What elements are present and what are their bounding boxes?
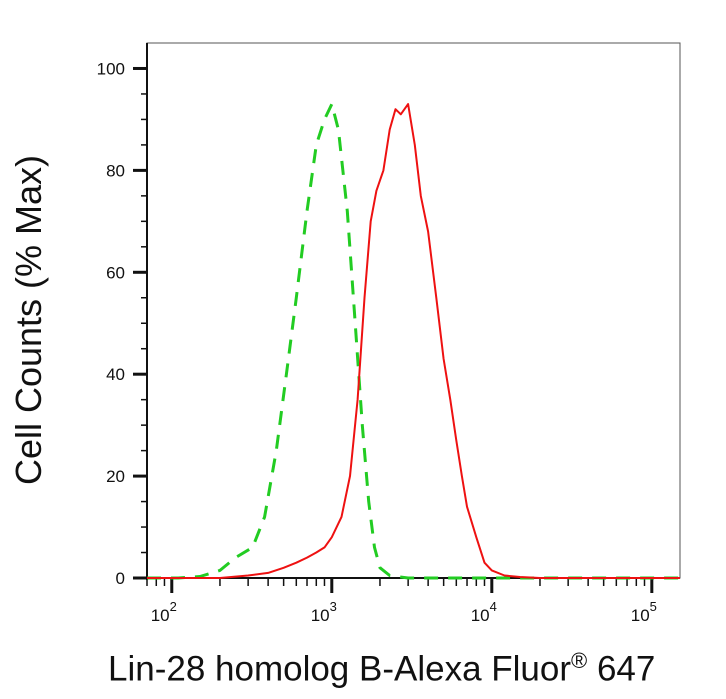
y-axis-label: Cell Counts (% Max) [8,154,49,486]
series-line-2 [147,103,680,579]
x-axis-label-main: Lin-28 homolog B-Alexa Fluor [108,649,572,689]
y-axis-ticks: 0 20 40 60 80 100 [97,59,147,588]
x-axis-label-registered-mark: ® [571,648,588,673]
series-line-1 [147,102,680,580]
y-tick-label: 40 [106,365,125,384]
x-tick-label: 105 [631,599,657,625]
x-tick-label: 102 [151,599,177,625]
y-tick-label: 0 [116,569,125,588]
histogram-chart: 0 20 40 60 80 100 102 103 104 105 [97,42,681,625]
x-axis-label-tail: 647 [587,649,656,689]
y-tick-label: 20 [106,467,125,486]
series-group [147,102,680,580]
x-tick-label: 104 [471,599,497,625]
x-axis-ticks: 102 103 104 105 [146,578,657,625]
plot-frame [146,42,681,579]
y-tick-label: 60 [106,263,125,282]
x-axis-label: Lin-28 homolog B-Alexa Fluor® 647 [108,648,708,690]
y-tick-label: 100 [97,59,125,78]
x-tick-label: 103 [311,599,337,625]
y-tick-label: 80 [106,161,125,180]
